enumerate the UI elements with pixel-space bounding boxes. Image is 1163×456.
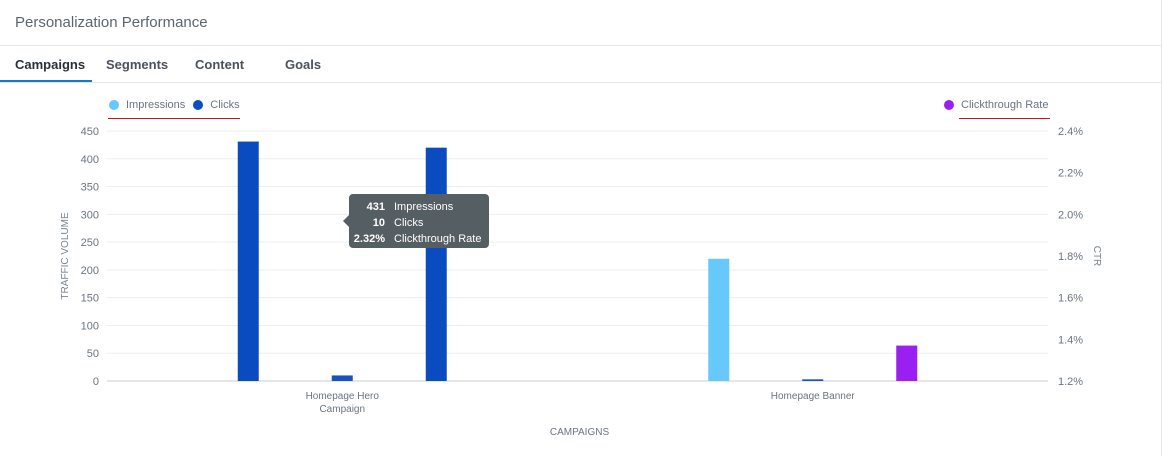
legend-label-impressions: Impressions bbox=[126, 99, 186, 111]
legend-item-impressions[interactable]: Impressions bbox=[109, 99, 185, 111]
y-tick-label: 0 bbox=[93, 376, 99, 388]
legend-right-underline bbox=[959, 118, 1050, 119]
y-tick-label: 350 bbox=[81, 182, 99, 194]
bar-clicks bbox=[331, 375, 353, 381]
y2-tick-label: 1.8% bbox=[1058, 251, 1083, 263]
legend-item-clicks[interactable]: Clicks bbox=[193, 99, 240, 111]
bar-clickthrough-rate bbox=[425, 147, 447, 381]
y-tick-label: 300 bbox=[81, 209, 99, 221]
legend-right: Clickthrough Rate bbox=[944, 97, 1056, 113]
y-tick-label: 200 bbox=[81, 265, 99, 277]
y2-tick-label: 2.4% bbox=[1058, 126, 1083, 138]
y-tick-label: 100 bbox=[81, 320, 99, 332]
tooltip-clicks-value: 10 bbox=[372, 217, 385, 229]
tooltip-clicks-label: Clicks bbox=[394, 217, 424, 229]
tab-content[interactable]: Content bbox=[195, 57, 245, 72]
y-tick-label: 250 bbox=[81, 237, 99, 249]
bar-impressions bbox=[708, 258, 730, 381]
y2-tick-label: 1.4% bbox=[1058, 334, 1083, 346]
x-tick-label: Homepage Banner bbox=[771, 391, 856, 402]
tab-goals[interactable]: Goals bbox=[285, 57, 322, 72]
clicks-dot-icon bbox=[193, 100, 204, 110]
legend-left-underline bbox=[108, 118, 240, 119]
y-tick-label: 50 bbox=[87, 348, 99, 360]
y2-tick-label: 2.0% bbox=[1058, 209, 1083, 221]
x-tick-label: Campaign bbox=[319, 404, 365, 415]
chart-tooltip: 431 Impressions 10 Clicks 2.32% Clickthr… bbox=[343, 194, 489, 248]
tooltip-row-clicks: 10 Clicks bbox=[349, 215, 489, 231]
bar-clicks bbox=[802, 379, 824, 381]
y2-tick-label: 1.2% bbox=[1058, 376, 1083, 388]
x-axis-title: CAMPAIGNS bbox=[550, 427, 610, 438]
x-tick-label: Homepage Hero bbox=[306, 391, 380, 402]
tooltip-ctr-label: Clickthrough Rate bbox=[394, 233, 482, 245]
y-axis-title: TRAFFIC VOLUME bbox=[60, 212, 71, 300]
tooltip-ctr-value: 2.32% bbox=[353, 233, 385, 245]
active-tab-indicator bbox=[0, 80, 92, 82]
bar-impressions bbox=[237, 141, 259, 381]
y-tick-label: 400 bbox=[81, 154, 99, 166]
legend-label-ctr: Clickthrough Rate bbox=[961, 99, 1049, 111]
legend-label-clicks: Clicks bbox=[210, 99, 240, 111]
tooltip-row-ctr: 2.32% Clickthrough Rate bbox=[349, 231, 489, 247]
bar-clickthrough-rate bbox=[896, 345, 918, 381]
impressions-dot-icon bbox=[109, 100, 119, 110]
legend-left: Impressions Clicks bbox=[109, 97, 248, 113]
tab-segments[interactable]: Segments bbox=[106, 57, 169, 72]
tab-campaigns[interactable]: Campaigns bbox=[15, 57, 86, 72]
y2-axis-title: CTR bbox=[1091, 246, 1102, 267]
tooltip-impressions-label: Impressions bbox=[394, 201, 454, 213]
tooltip-impressions-value: 431 bbox=[366, 201, 385, 213]
y2-tick-label: 1.6% bbox=[1058, 293, 1083, 305]
panel-border bbox=[1161, 0, 1162, 456]
ctr-dot-icon bbox=[944, 100, 954, 110]
panel-header: Personalization Performance bbox=[0, 0, 1161, 46]
panel-title: Personalization Performance bbox=[15, 14, 208, 31]
y2-tick-label: 2.2% bbox=[1058, 168, 1083, 180]
y-tick-label: 450 bbox=[81, 126, 99, 138]
tab-bar: Campaigns Segments Content Goals bbox=[0, 46, 1161, 83]
y-tick-label: 150 bbox=[81, 293, 99, 305]
legend-item-ctr[interactable]: Clickthrough Rate bbox=[944, 99, 1048, 111]
tooltip-row-impressions: 431 Impressions bbox=[349, 199, 489, 215]
